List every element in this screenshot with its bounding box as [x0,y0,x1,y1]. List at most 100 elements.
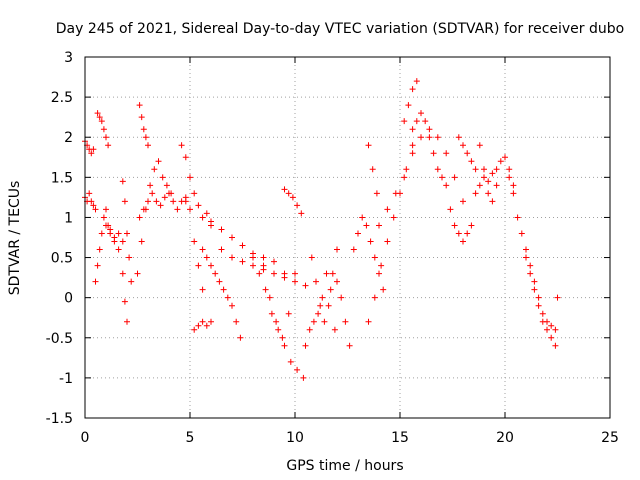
data-point [208,318,214,325]
data-point [434,134,441,141]
data-point [302,342,309,349]
data-point [384,206,391,213]
data-point [539,310,546,317]
y-tick-label: 1.5 [51,170,73,186]
data-point [138,114,145,121]
data-point [119,238,126,245]
data-point [350,246,357,253]
data-point [371,294,378,301]
data-point [548,334,555,341]
data-point [203,322,210,329]
x-tick-label: 0 [81,430,90,446]
data-point [476,182,483,189]
data-point [481,174,487,181]
data-point [464,150,471,157]
data-point [544,326,550,333]
data-point [455,134,462,141]
data-point [191,326,198,333]
data-point [439,174,445,181]
data-point [371,254,378,261]
data-point [472,190,479,197]
data-point [199,246,206,253]
data-point [365,142,372,149]
data-point [103,222,109,229]
data-point [514,214,521,221]
data-point [124,230,130,237]
series-arc-ai [554,294,561,301]
data-point [170,198,177,205]
data-point [287,358,294,365]
data-point [401,174,408,181]
data-point [224,294,231,301]
data-point [98,118,105,125]
data-point [90,146,97,153]
data-point [334,278,340,285]
series-arc-ad [455,134,479,173]
data-point [497,158,504,165]
data-point [140,206,147,213]
data-point [302,282,309,289]
data-point [142,134,149,141]
data-point [86,190,93,197]
data-point [460,198,466,205]
x-axis-title: GPS time / hours [286,458,403,474]
data-point [195,262,202,269]
data-point [182,198,189,205]
data-point [212,270,219,277]
data-point [163,182,170,189]
data-point [121,198,128,205]
data-point [103,134,109,141]
data-point [409,142,416,149]
data-point [115,246,122,253]
data-point [401,118,408,125]
data-point [289,194,296,201]
series-arc-ag [506,174,559,349]
series-arc-h [136,102,151,149]
data-point [378,262,385,269]
y-tick-label: -1 [59,371,73,387]
data-point [460,238,466,245]
x-tick-label: 10 [286,430,304,446]
data-point [94,262,101,269]
data-point [174,206,181,213]
series-arc-m [191,318,214,333]
data-point [126,254,133,261]
y-tick-label: 3 [64,50,73,66]
data-point [250,254,256,261]
data-point [115,230,122,237]
data-point [418,110,424,117]
data-point [413,118,420,125]
data-point [216,278,223,285]
data-point [153,198,160,205]
data-point [329,270,336,277]
data-point [107,226,114,233]
series-arc-y [365,142,416,325]
data-point [124,318,130,325]
data-point [187,206,193,213]
data-point [376,222,382,229]
data-point [306,326,313,333]
data-point [313,278,319,285]
y-tick-label: -1.5 [46,411,73,427]
data-point [334,246,340,253]
data-point [157,202,164,209]
data-point [422,118,429,125]
data-point [510,182,517,189]
data-point [468,222,475,229]
data-point [92,206,99,213]
y-tick-label: 2 [64,130,73,146]
data-points [82,78,561,381]
y-tick-label: 0.5 [51,251,73,267]
data-point [229,254,235,261]
data-point [331,326,338,333]
data-point [426,126,433,133]
y-axis-title: SDTVAR / TECUs [7,181,23,296]
data-point [308,254,315,261]
data-point [233,318,240,325]
series-arc-g [119,270,130,325]
data-point [502,154,508,161]
data-point [418,134,424,141]
data-point [134,270,141,277]
data-point [426,134,433,141]
data-point [195,202,202,209]
